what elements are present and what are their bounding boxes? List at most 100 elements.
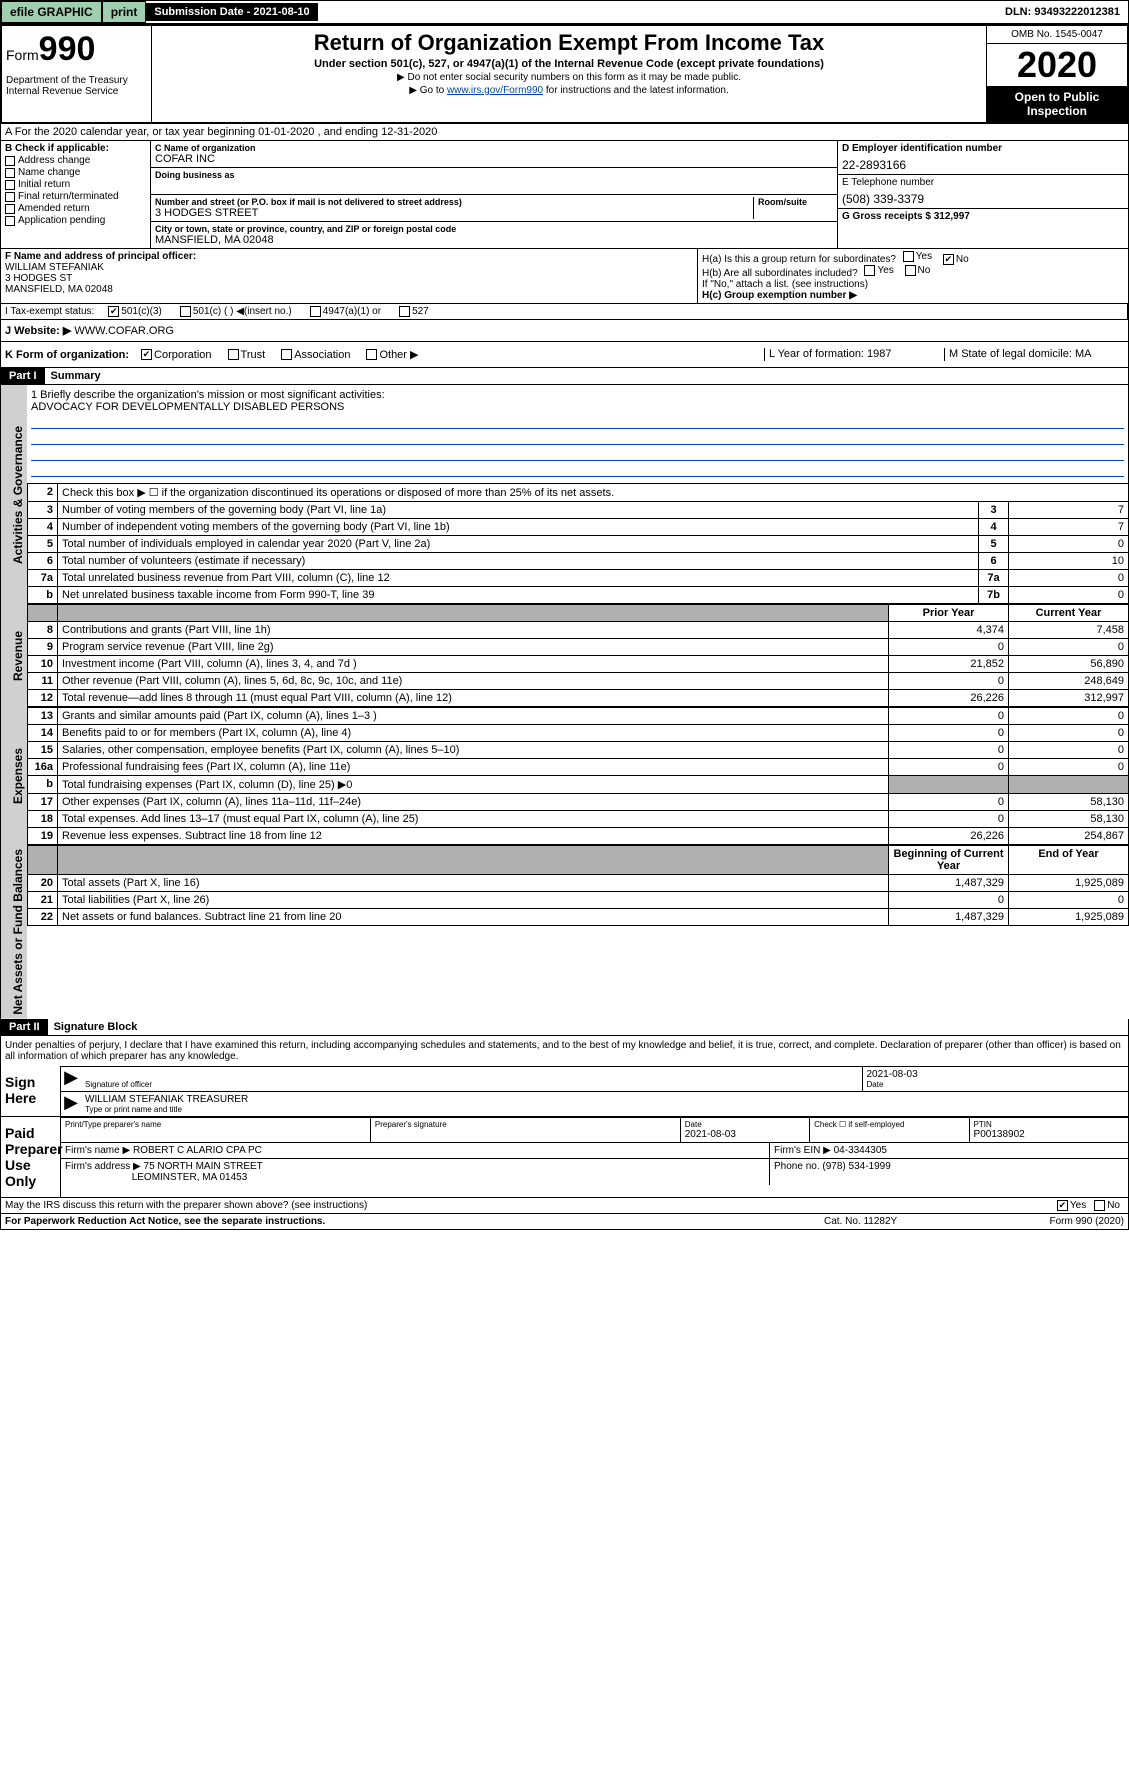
- val-4: 7: [1009, 519, 1129, 536]
- chk-527[interactable]: 527: [399, 306, 429, 317]
- line-13: Grants and similar amounts paid (Part IX…: [58, 708, 889, 725]
- mission-text: ADVOCACY FOR DEVELOPMENTALLY DISABLED PE…: [31, 401, 1124, 413]
- line-16a: Professional fundraising fees (Part IX, …: [58, 759, 889, 776]
- efile-badge: efile GRAPHIC: [1, 1, 102, 23]
- gross-receipts: G Gross receipts $ 312,997: [842, 211, 1124, 222]
- tax-year: 2020: [987, 44, 1127, 86]
- chk-501c3[interactable]: 501(c)(3): [108, 306, 162, 317]
- line-9: Program service revenue (Part VIII, line…: [58, 639, 889, 656]
- firm-addr1: 75 NORTH MAIN STREET: [144, 1161, 263, 1172]
- form-subtitle: Under section 501(c), 527, or 4947(a)(1)…: [156, 58, 982, 70]
- firm-name: ROBERT C ALARIO CPA PC: [133, 1145, 262, 1156]
- val-15p: 0: [889, 742, 1009, 759]
- vert-governance: Activities & Governance: [1, 385, 27, 604]
- val-15c: 0: [1009, 742, 1129, 759]
- chk-501c[interactable]: 501(c) ( ) ◀(insert no.): [180, 306, 292, 317]
- ha-no[interactable]: No: [943, 254, 969, 265]
- sign-here-label: Sign Here: [1, 1066, 61, 1116]
- val-5: 0: [1009, 536, 1129, 553]
- col-b-header: B Check if applicable:: [5, 143, 146, 154]
- i-row: I Tax-exempt status: 501(c)(3) 501(c) ( …: [0, 304, 1129, 320]
- val-16ap: 0: [889, 759, 1009, 776]
- print-button[interactable]: print: [102, 1, 147, 23]
- org-city: MANSFIELD, MA 02048: [155, 234, 833, 246]
- i-label: I Tax-exempt status:: [5, 306, 94, 317]
- firm-ein: 04-3344305: [834, 1145, 887, 1156]
- hb-no[interactable]: No: [905, 265, 931, 276]
- line-17: Other expenses (Part IX, column (A), lin…: [58, 794, 889, 811]
- officer-addr2: MANSFIELD, MA 02048: [5, 284, 693, 295]
- chk-initial-return[interactable]: Initial return: [5, 179, 146, 190]
- summary-netassets: Net Assets or Fund Balances Beginning of…: [0, 845, 1129, 1019]
- part1-title: Summary: [45, 368, 107, 384]
- instructions-link: ▶ Go to www.irs.gov/Form990 for instruct…: [156, 85, 982, 96]
- arrow-icon: ▶: [61, 1067, 81, 1091]
- mission-q: 1 Briefly describe the organization's mi…: [31, 389, 1124, 401]
- part2-header: Part II Signature Block: [0, 1019, 1129, 1036]
- dba-label: Doing business as: [155, 170, 833, 180]
- revenue-table: Prior YearCurrent Year 8Contributions an…: [27, 604, 1129, 707]
- k-label: K Form of organization:: [5, 349, 129, 361]
- hdr-prior: Prior Year: [889, 605, 1009, 622]
- line-4: Number of independent voting members of …: [58, 519, 979, 536]
- discuss-row: May the IRS discuss this return with the…: [0, 1198, 1129, 1214]
- form-number: 990: [39, 30, 96, 68]
- val-20c: 1,925,089: [1009, 875, 1129, 892]
- val-9c: 0: [1009, 639, 1129, 656]
- chk-amended[interactable]: Amended return: [5, 203, 146, 214]
- chk-name-change[interactable]: Name change: [5, 167, 146, 178]
- chk-address-change[interactable]: Address change: [5, 155, 146, 166]
- val-8c: 7,458: [1009, 622, 1129, 639]
- val-16ac: 0: [1009, 759, 1129, 776]
- val-11c: 248,649: [1009, 673, 1129, 690]
- hb-yes[interactable]: Yes: [864, 265, 893, 276]
- chk-trust[interactable]: Trust: [228, 349, 266, 361]
- val-14c: 0: [1009, 725, 1129, 742]
- line-14: Benefits paid to or for members (Part IX…: [58, 725, 889, 742]
- val-12p: 26,226: [889, 690, 1009, 707]
- addr-label: Number and street (or P.O. box if mail i…: [155, 197, 753, 207]
- footer-row: For Paperwork Reduction Act Notice, see …: [0, 1214, 1129, 1230]
- val-13p: 0: [889, 708, 1009, 725]
- irs-link[interactable]: www.irs.gov/Form990: [447, 85, 543, 96]
- chk-application-pending[interactable]: Application pending: [5, 215, 146, 226]
- line-6: Total number of volunteers (estimate if …: [58, 553, 979, 570]
- hb-note: If "No," attach a list. (see instruction…: [702, 279, 1124, 290]
- firm-addr-label: Firm's address ▶: [65, 1161, 141, 1172]
- l-year: L Year of formation: 1987: [764, 348, 944, 361]
- form-header: Form990 Department of the Treasury Inter…: [0, 24, 1129, 124]
- prep-date: 2021-08-03: [685, 1129, 805, 1140]
- val-22p: 1,487,329: [889, 909, 1009, 926]
- discuss-yes[interactable]: Yes: [1057, 1200, 1086, 1211]
- k-row: K Form of organization: Corporation Trus…: [0, 342, 1129, 368]
- f-h-block: F Name and address of principal officer:…: [0, 249, 1129, 304]
- line-5: Total number of individuals employed in …: [58, 536, 979, 553]
- val-21p: 0: [889, 892, 1009, 909]
- chk-final-return[interactable]: Final return/terminated: [5, 191, 146, 202]
- hdr-begin: Beginning of Current Year: [889, 846, 1009, 875]
- part1-num: Part I: [1, 368, 45, 384]
- chk-4947[interactable]: 4947(a)(1) or: [310, 306, 381, 317]
- chk-corporation[interactable]: Corporation: [141, 349, 211, 361]
- hc-row: H(c) Group exemption number ▶: [702, 290, 1124, 301]
- open-public-badge: Open to Public Inspection: [987, 86, 1127, 122]
- section-a-taxyear: A For the 2020 calendar year, or tax yea…: [0, 124, 1129, 141]
- val-3: 7: [1009, 502, 1129, 519]
- hdr-end: End of Year: [1009, 846, 1129, 875]
- chk-association[interactable]: Association: [281, 349, 350, 361]
- dept-label: Department of the Treasury Internal Reve…: [6, 75, 147, 97]
- discuss-no[interactable]: No: [1094, 1200, 1120, 1211]
- f-label: F Name and address of principal officer:: [5, 251, 693, 262]
- chk-other[interactable]: Other ▶: [366, 348, 418, 361]
- room-label: Room/suite: [758, 197, 833, 207]
- line-18: Total expenses. Add lines 13–17 (must eq…: [58, 811, 889, 828]
- org-name: COFAR INC: [155, 153, 833, 165]
- discuss-question: May the IRS discuss this return with the…: [5, 1200, 1053, 1211]
- sig-officer-label: Signature of officer: [85, 1080, 858, 1089]
- ha-yes[interactable]: Yes: [903, 251, 932, 262]
- self-employed-check[interactable]: Check ☐ if self-employed: [814, 1120, 964, 1129]
- val-21c: 0: [1009, 892, 1129, 909]
- line-15: Salaries, other compensation, employee b…: [58, 742, 889, 759]
- firm-phone-label: Phone no.: [774, 1161, 820, 1172]
- ha-row: H(a) Is this a group return for subordin…: [702, 251, 1124, 265]
